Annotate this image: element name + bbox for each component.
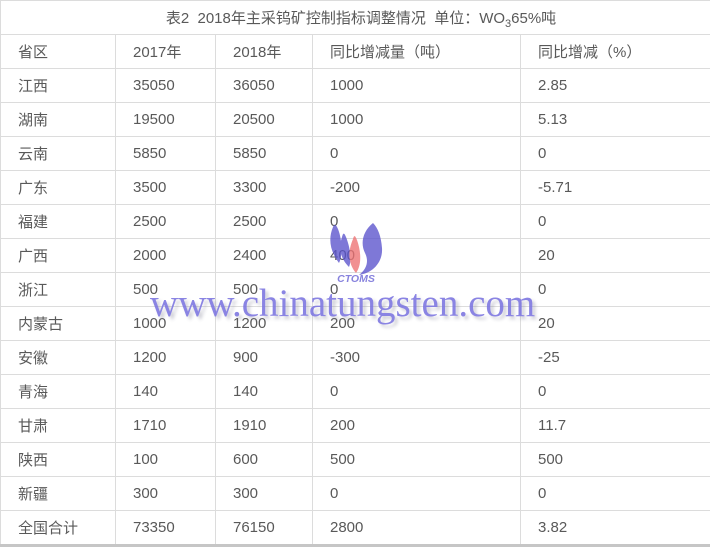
province-cell: 福建 — [0, 204, 116, 239]
pct-cell: -25 — [520, 340, 710, 375]
title-text-after: 65%吨 — [511, 10, 557, 27]
y2018-cell: 36050 — [215, 68, 313, 103]
y2017-cell: 1710 — [115, 408, 216, 443]
province-cell: 江西 — [0, 68, 116, 103]
province-cell: 陕西 — [0, 442, 116, 477]
delta-cell: 200 — [312, 306, 521, 341]
pct-cell: 11.7 — [520, 408, 710, 443]
header-2018: 2018年 — [215, 34, 313, 69]
table-row: 云南 5850 5850 0 0 — [0, 136, 710, 171]
header-pct: 同比增减（%） — [520, 34, 710, 69]
table-row: 广西 2000 2400 400 20 — [0, 238, 710, 273]
pct-cell: 20 — [520, 238, 710, 273]
province-cell: 广东 — [0, 170, 116, 205]
y2018-cell: 2400 — [215, 238, 313, 273]
table-row: 安徽 1200 900 -300 -25 — [0, 340, 710, 375]
delta-cell: 1000 — [312, 68, 521, 103]
title-text-before: 表2 2018年主采钨矿控制指标调整情况 单位：WO — [165, 10, 506, 27]
pct-cell: 0 — [520, 374, 710, 409]
table-row: 青海 140 140 0 0 — [0, 374, 710, 409]
y2017-cell: 5850 — [115, 136, 216, 171]
table-row: 陕西 100 600 500 500 — [0, 442, 710, 477]
y2017-cell: 35050 — [115, 68, 216, 103]
header-province: 省区 — [0, 34, 116, 69]
delta-cell: 0 — [312, 204, 521, 239]
table-row: 内蒙古 1000 1200 200 20 — [0, 306, 710, 341]
y2017-cell: 2000 — [115, 238, 216, 273]
pct-cell: 0 — [520, 136, 710, 171]
y2017-cell: 1000 — [115, 306, 216, 341]
province-cell: 新疆 — [0, 476, 116, 511]
title-subscript: 3 — [505, 18, 512, 30]
delta-cell: 0 — [312, 136, 521, 171]
y2017-cell: 2500 — [115, 204, 216, 239]
delta-cell: -300 — [312, 340, 521, 375]
y2018-cell: 500 — [215, 272, 313, 307]
y2018-cell: 2500 — [215, 204, 313, 239]
pct-cell: -5.71 — [520, 170, 710, 205]
table-row: 甘肃 1710 1910 200 11.7 — [0, 408, 710, 443]
y2017-cell: 500 — [115, 272, 216, 307]
y2018-cell: 600 — [215, 442, 313, 477]
delta-cell: 0 — [312, 374, 521, 409]
province-cell: 甘肃 — [0, 408, 116, 443]
province-cell: 云南 — [0, 136, 116, 171]
province-cell: 浙江 — [0, 272, 116, 307]
delta-cell: 1000 — [312, 102, 521, 137]
pct-cell: 0 — [520, 204, 710, 239]
y2018-cell: 300 — [215, 476, 313, 511]
delta-cell: 2800 — [312, 510, 521, 546]
table-title: 表2 2018年主采钨矿控制指标调整情况 单位：WO365%吨 — [0, 0, 710, 35]
y2018-cell: 76150 — [215, 510, 313, 546]
y2017-cell: 140 — [115, 374, 216, 409]
pct-cell: 2.85 — [520, 68, 710, 103]
y2018-cell: 140 — [215, 374, 313, 409]
province-cell: 广西 — [0, 238, 116, 273]
title-row: 表2 2018年主采钨矿控制指标调整情况 单位：WO365%吨 — [0, 0, 710, 35]
y2018-cell: 1200 — [215, 306, 313, 341]
province-cell: 青海 — [0, 374, 116, 409]
header-delta: 同比增减量（吨） — [312, 34, 521, 69]
pct-cell: 20 — [520, 306, 710, 341]
province-cell: 内蒙古 — [0, 306, 116, 341]
table-row: 广东 3500 3300 -200 -5.71 — [0, 170, 710, 205]
delta-cell: 0 — [312, 476, 521, 511]
delta-cell: 400 — [312, 238, 521, 273]
pct-cell: 0 — [520, 272, 710, 307]
y2018-cell: 20500 — [215, 102, 313, 137]
y2018-cell: 1910 — [215, 408, 313, 443]
table-row: 浙江 500 500 0 0 — [0, 272, 710, 307]
table-row: 新疆 300 300 0 0 — [0, 476, 710, 511]
y2017-cell: 100 — [115, 442, 216, 477]
province-cell: 全国合计 — [0, 510, 116, 546]
header-2017: 2017年 — [115, 34, 216, 69]
y2018-cell: 5850 — [215, 136, 313, 171]
y2017-cell: 1200 — [115, 340, 216, 375]
y2017-cell: 19500 — [115, 102, 216, 137]
y2017-cell: 73350 — [115, 510, 216, 546]
delta-cell: 500 — [312, 442, 521, 477]
table-row: 湖南 19500 20500 1000 5.13 — [0, 102, 710, 137]
delta-cell: -200 — [312, 170, 521, 205]
delta-cell: 200 — [312, 408, 521, 443]
pct-cell: 500 — [520, 442, 710, 477]
pct-cell: 3.82 — [520, 510, 710, 546]
y2018-cell: 3300 — [215, 170, 313, 205]
pct-cell: 5.13 — [520, 102, 710, 137]
y2017-cell: 300 — [115, 476, 216, 511]
header-row: 省区 2017年 2018年 同比增减量（吨） 同比增减（%） — [0, 34, 710, 69]
table-row total-row: 全国合计 73350 76150 2800 3.82 — [0, 510, 710, 546]
pct-cell: 0 — [520, 476, 710, 511]
table-row: 江西 35050 36050 1000 2.85 — [0, 68, 710, 103]
table-row: 福建 2500 2500 0 0 — [0, 204, 710, 239]
y2018-cell: 900 — [215, 340, 313, 375]
delta-cell: 0 — [312, 272, 521, 307]
province-cell: 安徽 — [0, 340, 116, 375]
province-cell: 湖南 — [0, 102, 116, 137]
y2017-cell: 3500 — [115, 170, 216, 205]
